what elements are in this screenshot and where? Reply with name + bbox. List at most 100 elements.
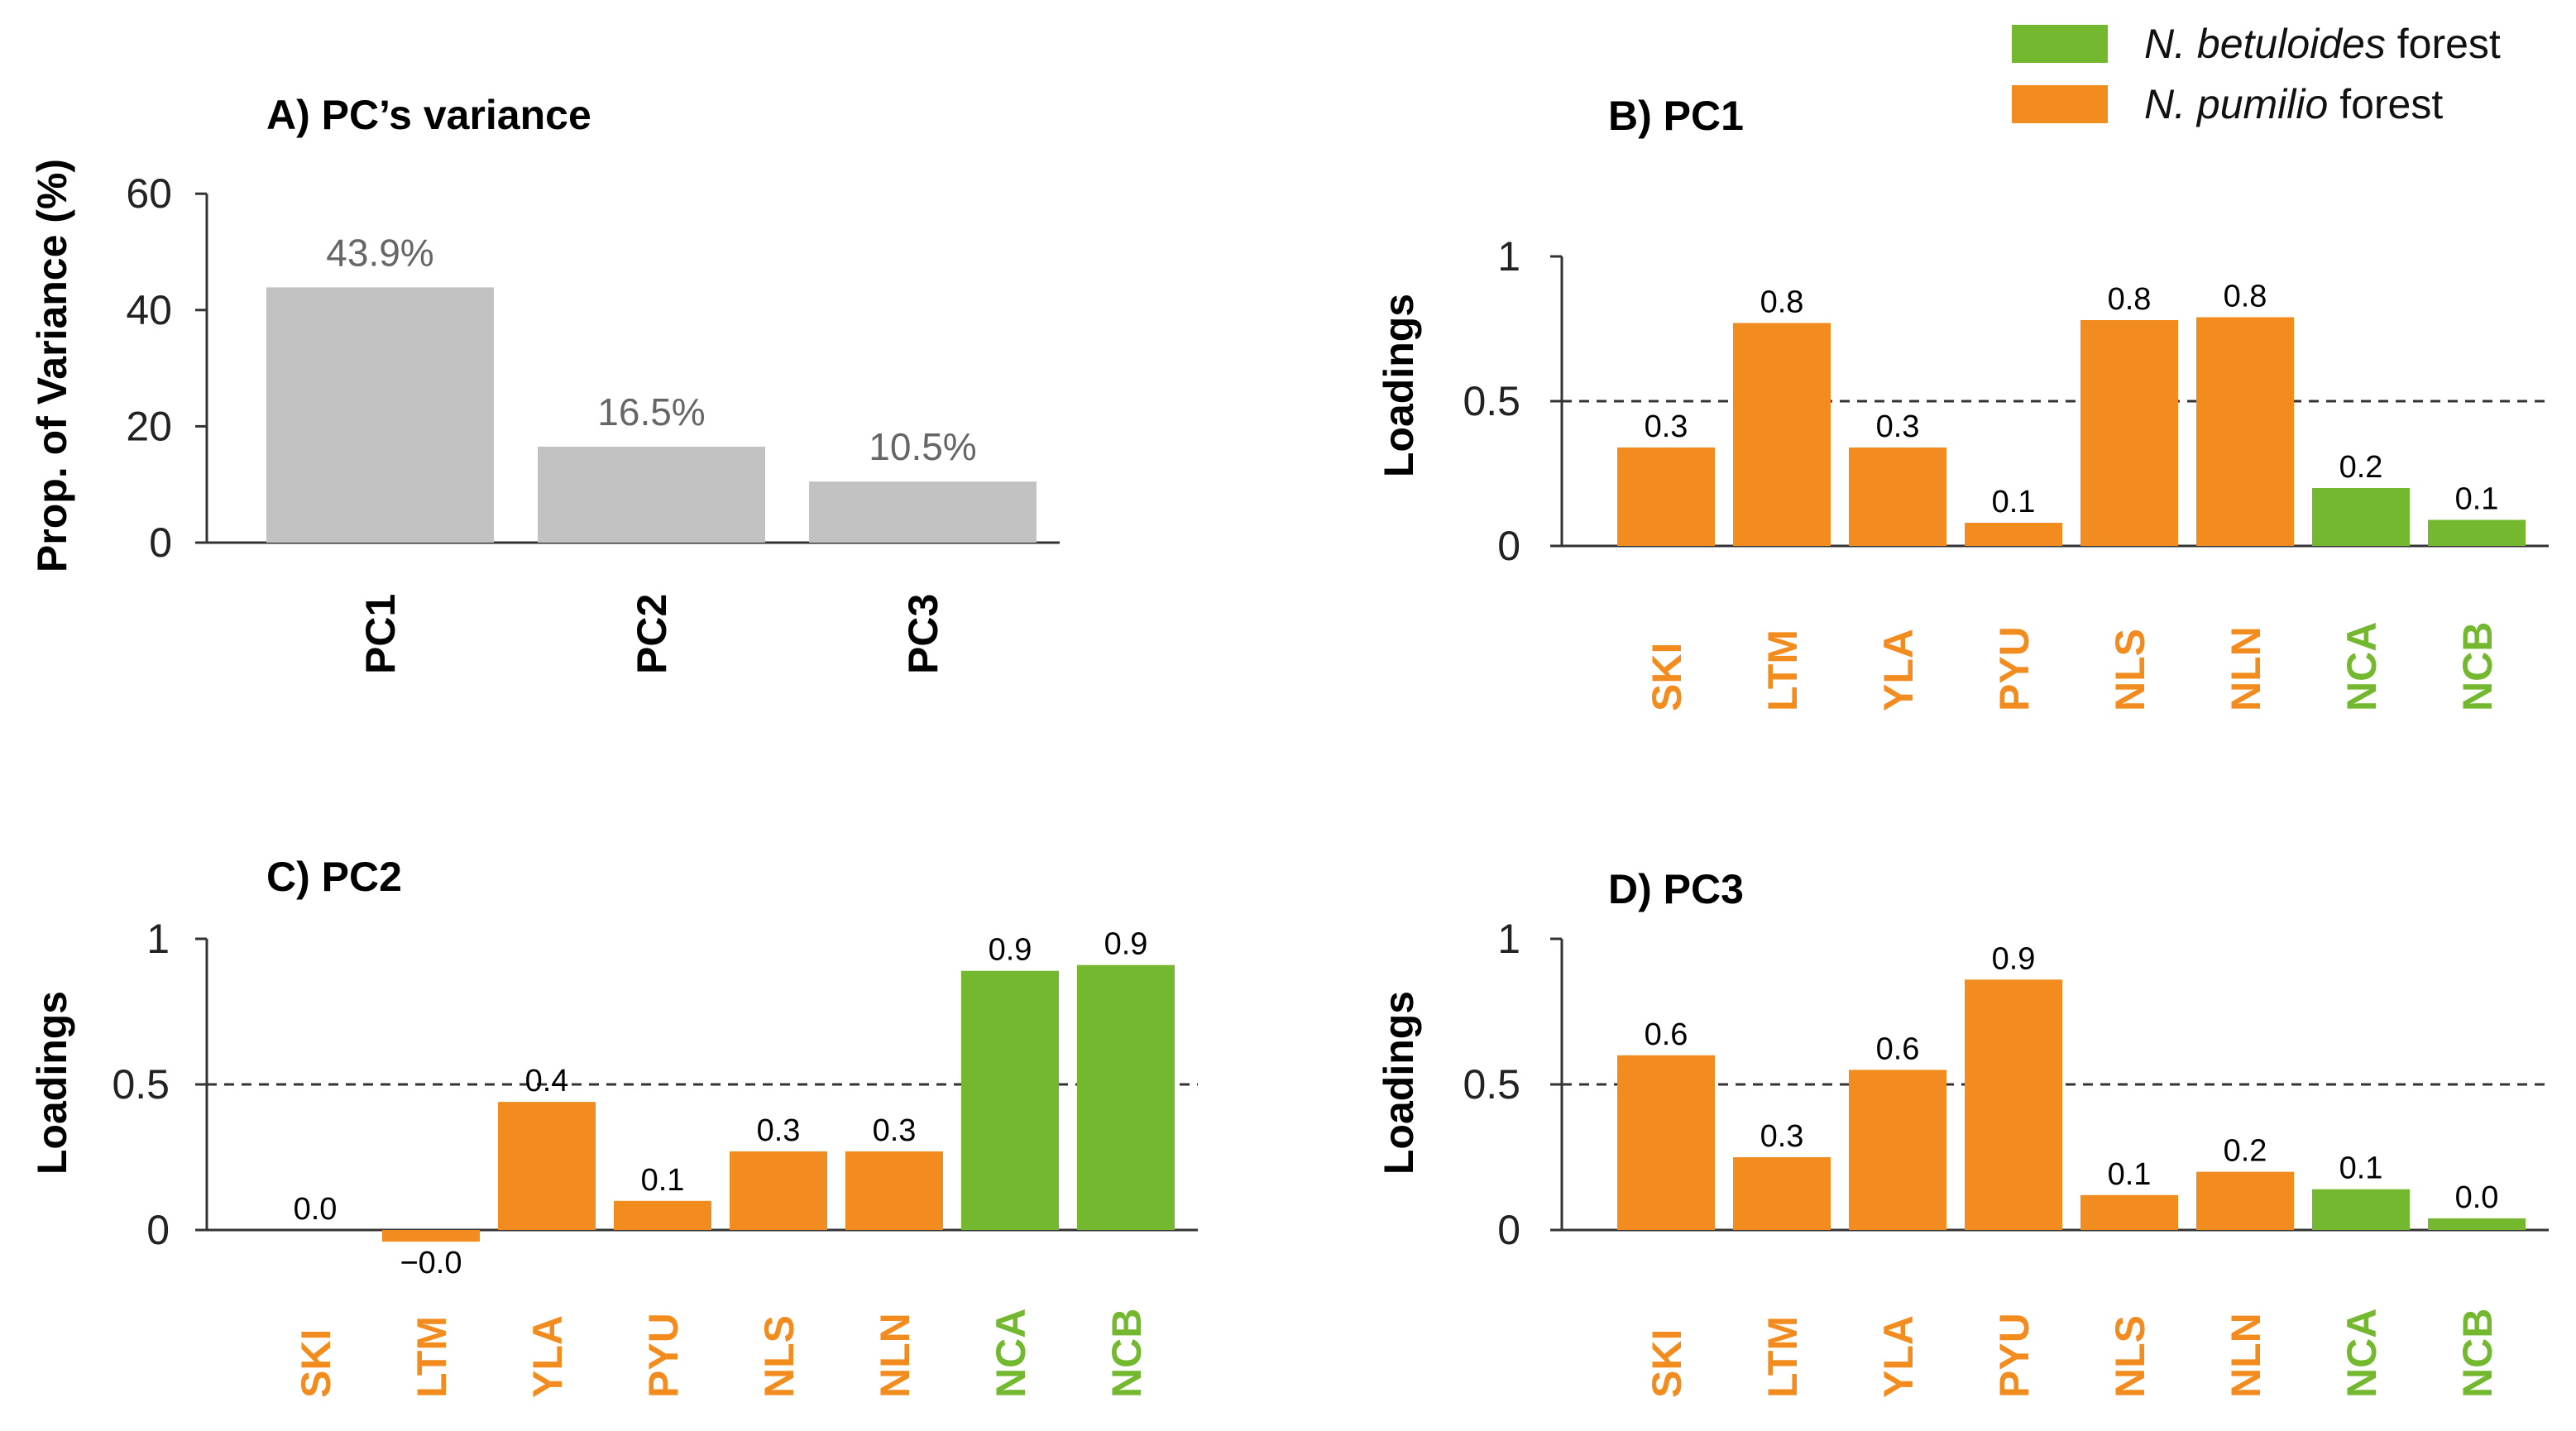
panel-a-tick-label: 40 [126, 287, 172, 333]
panel-c-value-label: 0.3 [873, 1113, 917, 1148]
panel-c-category-pyu: PYU [640, 1313, 687, 1398]
panel-b-category-ltm: LTM [1760, 629, 1806, 711]
panel-c-value-label: −0.0 [400, 1246, 462, 1280]
panel-d-bar-nls [2080, 1194, 2178, 1230]
panel-b-value-label: 0.3 [1876, 409, 1920, 444]
panel-a-category-pc3: PC3 [900, 594, 946, 674]
panel-a-tick-label: 60 [126, 170, 172, 217]
panel-c-bar-nln [845, 1151, 943, 1230]
panel-b-value-label: 0.3 [1645, 409, 1688, 444]
panel-c-category-ltm: LTM [409, 1316, 455, 1398]
legend-label-pumilio: N. pumilio forest [2144, 81, 2443, 127]
panel-c-value-label: 0.0 [294, 1192, 338, 1227]
panel-b-value-label: 0.1 [2455, 482, 2499, 517]
panel-a-tick-label: 0 [149, 519, 172, 566]
panel-c-pc2: C) PC2 Loadings 0 0.5 1 0.0 SKI −0.0 LTM 0.4 YLA 0.… [29, 854, 1198, 1398]
panel-a-bar-pc1 [266, 287, 494, 543]
panel-a-category-pc2: PC2 [629, 594, 675, 674]
panel-b-bar-ltm [1733, 323, 1831, 546]
panel-b-category-nca: NCA [2339, 622, 2385, 711]
panel-c-category-nca: NCA [988, 1309, 1034, 1398]
panel-d-value-label: 0.1 [2108, 1157, 2152, 1192]
panel-c-category-ncb: NCB [1104, 1309, 1150, 1398]
panel-b-tick-label: 1 [1497, 233, 1520, 280]
legend-label-betuloides: N. betuloides forest [2144, 21, 2501, 67]
panel-d-tick-label: 0 [1497, 1207, 1520, 1253]
panel-b-bar-nca [2312, 488, 2410, 546]
panel-b-category-yla: YLA [1875, 629, 1922, 711]
panel-a-tick-label: 20 [126, 403, 172, 449]
panel-d-category-yla: YLA [1875, 1315, 1922, 1398]
panel-d-bar-nln [2196, 1171, 2294, 1230]
panel-c-tick-label: 1 [146, 916, 170, 962]
panel-d-category-ski: SKI [1644, 1329, 1690, 1398]
panel-c-bar-nls [730, 1151, 827, 1230]
panel-c-bar-ltm [382, 1230, 480, 1242]
panel-d-value-label: 0.6 [1876, 1031, 1920, 1066]
panel-d-category-ltm: LTM [1760, 1316, 1806, 1398]
panel-c-tick-label: 0.5 [112, 1061, 170, 1108]
panel-b-bar-nls [2080, 320, 2178, 546]
panel-d-value-label: 0.1 [2339, 1151, 2383, 1186]
panel-a-value-label: 43.9% [326, 231, 433, 274]
panel-d-y-axis-title: Loadings [1376, 991, 1422, 1175]
panel-b-value-label: 0.2 [2339, 450, 2383, 485]
panel-d-value-label: 0.9 [1992, 941, 2036, 976]
panel-c-bar-nca [961, 970, 1059, 1230]
panel-c-value-label: 0.4 [525, 1064, 569, 1098]
panel-d-tick-label: 1 [1497, 916, 1520, 962]
legend-species: N. betuloides [2144, 21, 2386, 67]
panel-c-tick-label: 0 [146, 1207, 170, 1253]
panel-d-bar-nca [2312, 1189, 2410, 1230]
panel-b-category-nln: NLN [2223, 626, 2269, 711]
panel-a-variance: A) PC’s variance Prop. of Variance (%) 0 20… [29, 92, 1060, 674]
legend-swatch-betuloides [2012, 25, 2108, 63]
panel-b-category-ncb: NCB [2454, 622, 2501, 711]
panel-b-bar-ski [1617, 447, 1715, 546]
panel-d-category-nca: NCA [2339, 1309, 2385, 1398]
panel-d-bar-ski [1617, 1055, 1715, 1230]
panel-b-value-label: 0.8 [2108, 282, 2152, 317]
legend-suffix: forest [2328, 81, 2443, 127]
panel-c-title: C) PC2 [266, 854, 402, 900]
panel-d-category-nln: NLN [2223, 1313, 2269, 1398]
panel-d-bar-ncb [2428, 1218, 2526, 1230]
panel-d-bar-ltm [1733, 1157, 1831, 1230]
panel-c-value-label: 0.1 [641, 1163, 685, 1198]
panel-b-bar-nln [2196, 317, 2294, 546]
panel-a-title: A) PC’s variance [266, 92, 591, 138]
panel-d-category-ncb: NCB [2454, 1309, 2501, 1398]
panel-b-bar-yla [1849, 447, 1946, 546]
panel-a-bar-pc3 [809, 481, 1037, 543]
panel-a-y-axis-title: Prop. of Variance (%) [29, 159, 75, 572]
panel-d-value-label: 0.6 [1645, 1017, 1688, 1052]
legend-species: N. pumilio [2144, 81, 2328, 127]
panel-d-title: D) PC3 [1608, 866, 1744, 912]
panel-d-category-pyu: PYU [1991, 1313, 2037, 1398]
panel-b-pc1: B) PC1 Loadings 0 0.5 1 0.3 SKI 0.8 LTM 0.3 YLA 0.1… [1376, 93, 2549, 711]
panel-c-value-label: 0.9 [989, 933, 1032, 968]
panel-b-tick-label: 0.5 [1463, 378, 1520, 424]
legend-suffix: forest [2386, 21, 2501, 67]
panel-d-value-label: 0.0 [2455, 1180, 2499, 1215]
panel-b-category-ski: SKI [1644, 643, 1690, 711]
panel-b-title: B) PC1 [1608, 93, 1744, 139]
panel-c-category-yla: YLA [524, 1315, 571, 1398]
panel-b-bar-ncb [2428, 519, 2526, 546]
panel-b-category-nls: NLS [2107, 629, 2153, 711]
panel-d-bar-pyu [1965, 979, 2062, 1230]
panel-b-category-pyu: PYU [1991, 626, 2037, 711]
panel-c-value-label: 0.9 [1104, 927, 1148, 962]
panel-c-bar-pyu [614, 1200, 711, 1230]
panel-b-value-label: 0.8 [1760, 285, 1804, 320]
panel-c-bar-ncb [1077, 964, 1175, 1230]
panel-c-category-ski: SKI [293, 1329, 339, 1398]
panel-d-value-label: 0.3 [1760, 1119, 1804, 1154]
panel-c-category-nln: NLN [872, 1313, 918, 1398]
panel-d-pc3: D) PC3 Loadings 0 0.5 1 0.6 SKI 0.3 LTM 0.6 YLA 0.9… [1376, 866, 2549, 1398]
panel-b-value-label: 0.8 [2224, 280, 2267, 314]
panel-a-bar-pc2 [538, 447, 765, 543]
